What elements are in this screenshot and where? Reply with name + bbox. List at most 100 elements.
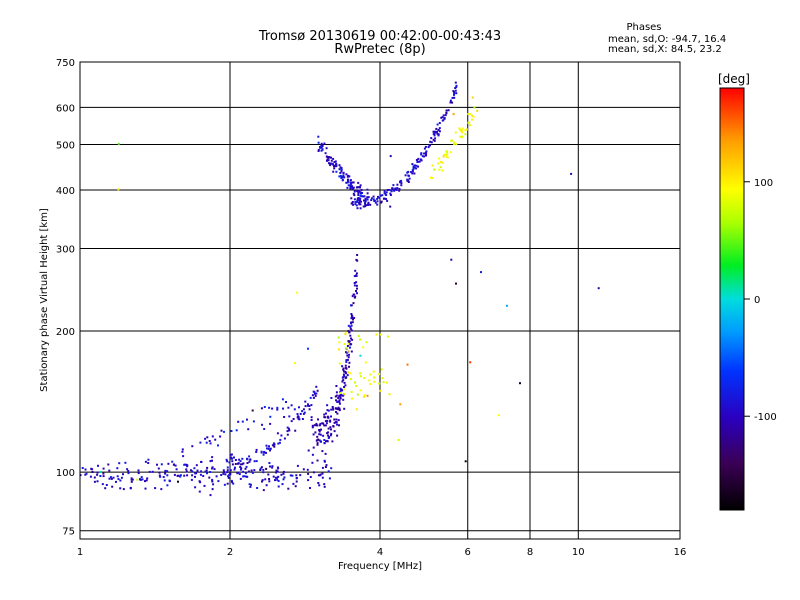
data-point (338, 175, 341, 178)
data-point (283, 437, 286, 440)
data-point (327, 416, 330, 419)
data-point (173, 473, 176, 476)
data-point (341, 380, 344, 383)
data-point (378, 373, 381, 376)
data-point (317, 135, 320, 138)
data-point (331, 162, 334, 165)
data-point (433, 132, 436, 135)
data-point (213, 468, 216, 471)
data-point (404, 174, 407, 177)
data-point (262, 453, 265, 456)
data-point (332, 408, 335, 411)
data-point (423, 155, 425, 158)
data-point (320, 440, 322, 443)
data-point (314, 392, 316, 395)
data-point (230, 457, 233, 460)
data-point (442, 155, 445, 158)
data-point (350, 324, 353, 327)
data-point (454, 81, 457, 84)
data-point (313, 424, 316, 427)
data-point (353, 194, 356, 197)
data-point (459, 135, 462, 138)
data-point (353, 296, 356, 299)
data-point (452, 90, 455, 93)
data-point (227, 476, 230, 479)
data-point (252, 420, 255, 423)
data-point (349, 187, 352, 190)
data-point (304, 405, 307, 408)
data-point (324, 152, 327, 155)
data-point (194, 475, 196, 478)
data-point (333, 161, 336, 163)
data-point (146, 477, 149, 480)
data-point (352, 293, 355, 296)
data-point (378, 196, 381, 199)
data-point (420, 152, 423, 155)
x-tick-label: 10 (572, 547, 585, 558)
data-point (317, 150, 320, 152)
data-point (318, 424, 321, 427)
data-point (351, 181, 354, 184)
data-point (323, 439, 326, 441)
data-point (350, 329, 353, 332)
data-point (343, 407, 346, 410)
data-point (347, 330, 350, 332)
data-point (281, 398, 284, 401)
data-point (350, 182, 353, 184)
data-point (359, 207, 362, 210)
data-point (323, 424, 326, 427)
data-point (352, 192, 355, 195)
data-point (198, 490, 201, 493)
data-point (396, 187, 399, 190)
data-point (438, 122, 441, 124)
data-point (286, 426, 289, 429)
data-point (417, 165, 419, 168)
data-point (310, 404, 313, 407)
data-point (356, 198, 359, 201)
data-point (359, 338, 362, 341)
data-point (398, 188, 401, 190)
data-point (343, 388, 346, 391)
data-point (337, 397, 340, 399)
data-point (441, 161, 444, 164)
data-point (356, 190, 359, 193)
data-point (206, 466, 209, 469)
data-point (379, 333, 382, 336)
data-point (380, 201, 383, 204)
data-point (437, 134, 440, 137)
data-point (225, 458, 228, 461)
data-point (430, 137, 433, 140)
data-point (347, 174, 349, 177)
data-point (349, 179, 352, 182)
data-point (208, 440, 211, 442)
data-point (296, 413, 299, 416)
data-point (326, 434, 329, 437)
data-point (338, 341, 341, 344)
data-point (157, 467, 160, 470)
data-point (455, 84, 458, 87)
data-point (215, 475, 218, 478)
data-point (231, 463, 234, 466)
data-point (292, 418, 295, 420)
data-point (395, 188, 398, 191)
data-point (338, 399, 341, 402)
data-point (223, 483, 226, 486)
data-point (137, 472, 140, 475)
x-tick-label: 4 (377, 547, 383, 558)
data-point (347, 340, 350, 343)
data-point (298, 406, 300, 409)
data-point (228, 461, 231, 464)
data-point (349, 334, 352, 337)
data-point (122, 473, 124, 476)
data-point (91, 471, 94, 473)
data-point (311, 394, 314, 397)
data-point (315, 422, 318, 425)
data-point (349, 185, 352, 188)
data-point (471, 114, 474, 117)
data-point (222, 472, 225, 475)
data-point (211, 467, 213, 470)
data-point (407, 174, 410, 177)
data-point (383, 191, 386, 194)
data-point (186, 474, 189, 477)
data-point (333, 430, 336, 433)
